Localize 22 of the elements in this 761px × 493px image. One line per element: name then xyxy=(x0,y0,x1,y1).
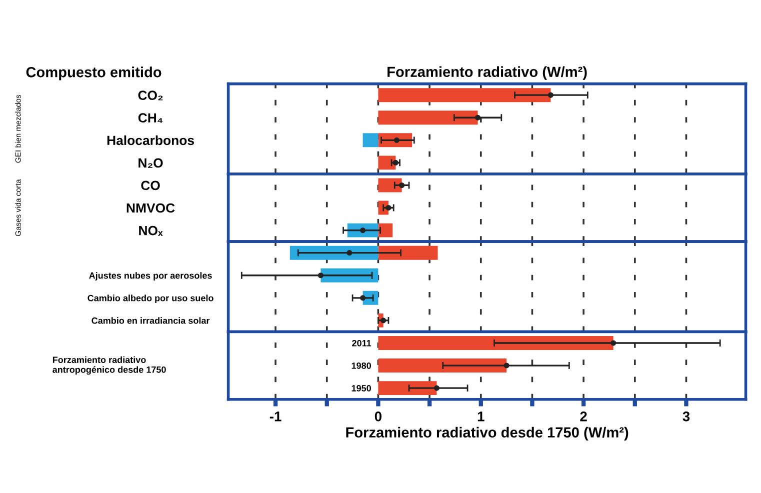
y-tick-label: Halocarbonos xyxy=(107,135,194,146)
y-tick-label: NOₓ xyxy=(139,226,163,236)
text: Forzamiento radiativo antropogénico desde 1750 xyxy=(52,356,166,375)
y-tick-label: NMVOC xyxy=(126,203,175,213)
chart-title: Forzamiento radiativo (W/m²) xyxy=(388,66,587,80)
y-tick-label: CO₂ xyxy=(138,90,163,100)
y-tick-label: Ajustes nubes por aerosoles xyxy=(89,272,212,281)
y-tick-label: Cambio albedo por uso suelo xyxy=(88,294,214,304)
y-tick-label: 2011 xyxy=(352,340,372,346)
x-tick-label: 2 xyxy=(580,412,587,422)
y-tick-label: CO xyxy=(141,180,160,190)
y-tick-label: 1950 xyxy=(352,385,371,392)
x-tick-label: -1 xyxy=(270,412,282,422)
y-tick-label: Cambio en irradiancia solar xyxy=(92,317,210,324)
x-tick-label: 3 xyxy=(682,412,690,422)
x-tick-label: 0 xyxy=(374,412,382,422)
y-tick-label: N₂O xyxy=(138,158,163,168)
y-tick-label: CH₄ xyxy=(138,113,163,123)
y-tick-label: 1980 xyxy=(352,362,371,369)
x-axis-title: Forzamiento radiativo desde 1750 (W/m²) xyxy=(346,426,628,440)
text: Compuesto emitido xyxy=(26,66,162,80)
x-tick-label: 1 xyxy=(478,412,484,422)
